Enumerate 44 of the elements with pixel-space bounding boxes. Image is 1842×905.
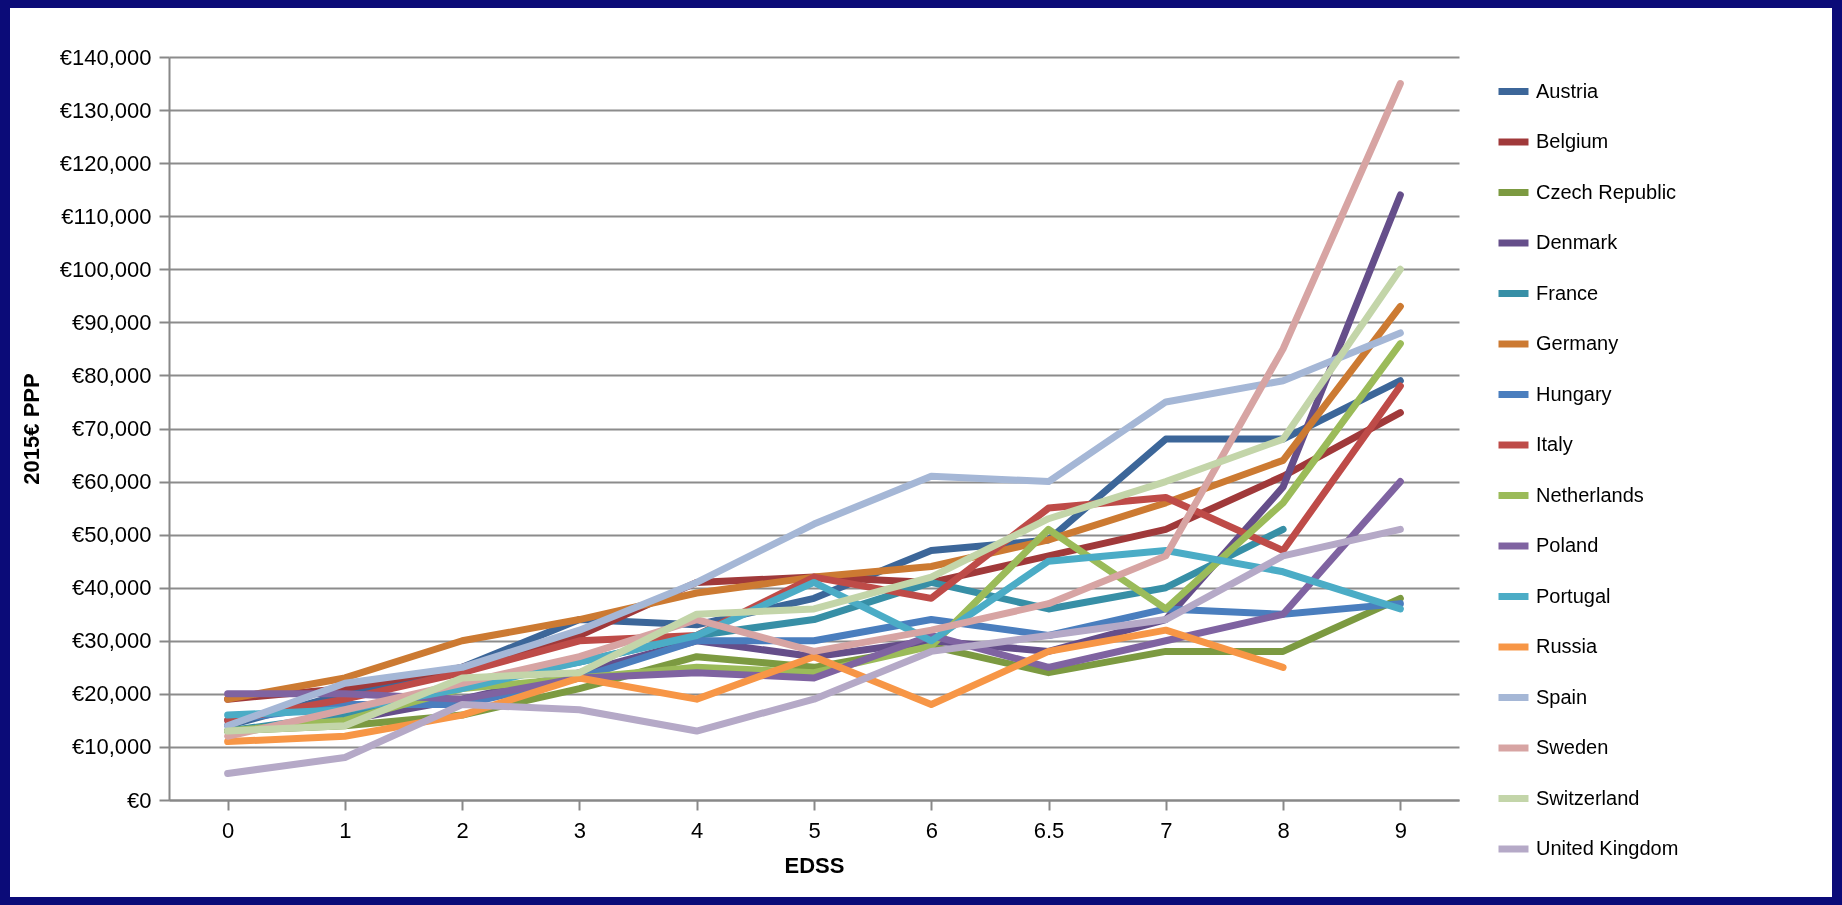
y-tick-label: €90,000 (71, 309, 152, 335)
y-tick-label: €20,000 (71, 681, 152, 707)
y-axis-title: 2015€ PPP (18, 373, 44, 485)
legend-label: Belgium (1536, 130, 1609, 152)
legend-label: Germany (1536, 332, 1619, 354)
x-tick-label: 6.5 (1033, 817, 1065, 843)
x-tick-label: 2 (456, 817, 469, 843)
x-tick-label: 0 (222, 817, 235, 843)
legend-label: Portugal (1536, 584, 1611, 607)
y-tick-label: €40,000 (71, 575, 152, 601)
legend-label: Czech Republic (1536, 180, 1677, 203)
x-tick-label: 4 (691, 817, 704, 843)
x-tick-label: 9 (1394, 817, 1407, 843)
legend-label: Denmark (1536, 231, 1619, 253)
x-tick-label: 6 (925, 817, 938, 843)
y-tick-label: €80,000 (71, 362, 152, 388)
legend-label: Switzerland (1536, 786, 1640, 809)
y-tick-label: €110,000 (61, 203, 152, 229)
y-tick-label: €30,000 (71, 628, 152, 654)
legend-label: Poland (1536, 534, 1599, 556)
y-tick-label: €0 (127, 787, 152, 813)
y-tick-label: €10,000 (71, 734, 152, 760)
y-tick-label: €140,000 (59, 44, 152, 70)
legend-label: Russia (1536, 635, 1599, 657)
x-tick-label: 5 (808, 817, 821, 843)
x-tick-label: 1 (339, 817, 352, 843)
y-tick-label: €70,000 (71, 416, 152, 441)
x-tick-label: 8 (1277, 817, 1290, 843)
legend-label: France (1536, 281, 1599, 304)
legend-label: Austria (1536, 79, 1600, 102)
y-tick-label: €50,000 (71, 522, 152, 548)
legend-label: Italy (1536, 433, 1573, 455)
x-tick-label: 3 (573, 817, 587, 843)
legend-label: Hungary (1536, 382, 1612, 405)
y-tick-label: €100,000 (59, 256, 152, 282)
y-tick-label: €120,000 (59, 150, 152, 176)
y-tick-label: €130,000 (59, 97, 152, 123)
legend-label: United Kingdom (1536, 837, 1679, 859)
legend-label: Sweden (1536, 736, 1609, 758)
legend-label: Spain (1536, 685, 1588, 708)
x-axis-title: EDSS (784, 852, 845, 878)
legend-label: Netherlands (1536, 483, 1644, 506)
y-tick-label: €60,000 (71, 469, 152, 495)
x-tick-label: 7 (1160, 817, 1173, 843)
